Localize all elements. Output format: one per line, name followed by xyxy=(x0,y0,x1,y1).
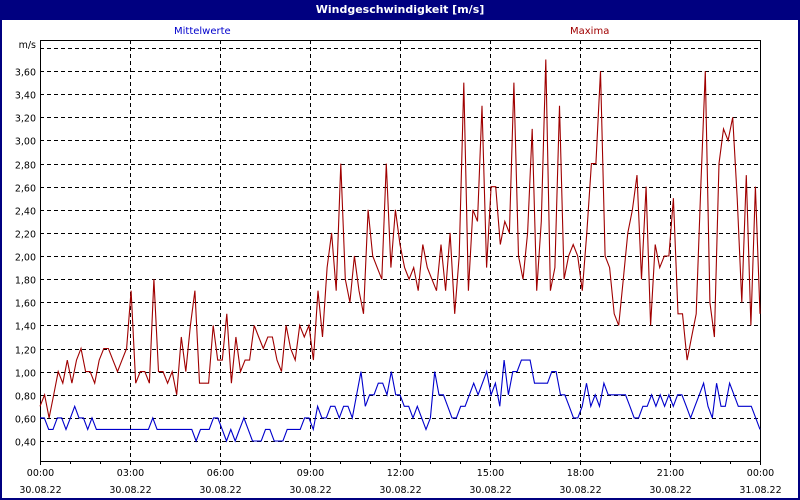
x-tick-date: 30.08.22 xyxy=(199,485,241,496)
plot-frame xyxy=(40,40,761,462)
x-tick-date: 30.08.22 xyxy=(469,485,511,496)
y-axis-unit: m/s xyxy=(19,40,36,51)
series-mittelwerte xyxy=(40,359,761,443)
y-tick-label: 1,20 xyxy=(15,346,36,357)
x-tick-time: 15:00 xyxy=(477,468,504,479)
x-tick-date: 30.08.22 xyxy=(19,485,61,496)
y-tick-label: 0,60 xyxy=(15,415,36,426)
y-tick-label: 2,20 xyxy=(15,230,36,241)
legend-mittelwerte: Mittelwerte xyxy=(174,26,231,37)
y-tick-label: 3,60 xyxy=(15,68,36,79)
x-tick-date: 30.08.22 xyxy=(289,485,331,496)
window-title: Windgeschwindigkeit [m/s] xyxy=(315,3,485,16)
y-tick-label: 2,80 xyxy=(15,161,36,172)
x-tick-time: 03:00 xyxy=(117,468,144,479)
y-tick-label: 2,00 xyxy=(15,253,36,264)
y-tick-label: 1,40 xyxy=(15,322,36,333)
y-tick-label: 0,80 xyxy=(15,392,36,403)
y-tick-label: 2,60 xyxy=(15,184,36,195)
y-tick-label: 1,80 xyxy=(15,276,36,287)
x-tick-date: 31.08.22 xyxy=(739,485,781,496)
x-tick-time: 06:00 xyxy=(207,468,234,479)
y-tick-label: 1,60 xyxy=(15,299,36,310)
x-tick-date: 30.08.22 xyxy=(559,485,601,496)
y-tick-label: 3,00 xyxy=(15,137,36,148)
x-tick-date: 30.08.22 xyxy=(379,485,421,496)
legend-maxima: Maxima xyxy=(570,26,610,37)
x-tick-time: 09:00 xyxy=(297,468,324,479)
x-tick-time: 21:00 xyxy=(657,468,684,479)
x-tick-time: 00:00 xyxy=(747,468,774,479)
line-chart: 0,40 0,60 0,80 1,00 1,20 1,40 1,60 1,80 2,00 2,20… xyxy=(15,40,782,496)
x-tick-time: 18:00 xyxy=(567,468,594,479)
y-tick-label: 0,40 xyxy=(15,438,36,449)
series-maxima xyxy=(39,59,761,419)
x-tick-time: 12:00 xyxy=(387,468,414,479)
y-tick-label: 2,40 xyxy=(15,207,36,218)
y-tick-label: 1,00 xyxy=(15,369,36,380)
x-tick-date: 30.08.22 xyxy=(109,485,151,496)
y-tick-label: 3,40 xyxy=(15,91,36,102)
y-tick-label: 3,20 xyxy=(15,114,36,125)
x-tick-time: 00:00 xyxy=(27,468,54,479)
chart-area: Mittelwerte Maxima 0,40 0,60 0,80 1,00 1,20 1… xyxy=(2,20,798,498)
x-tick-date: 30.08.22 xyxy=(649,485,691,496)
